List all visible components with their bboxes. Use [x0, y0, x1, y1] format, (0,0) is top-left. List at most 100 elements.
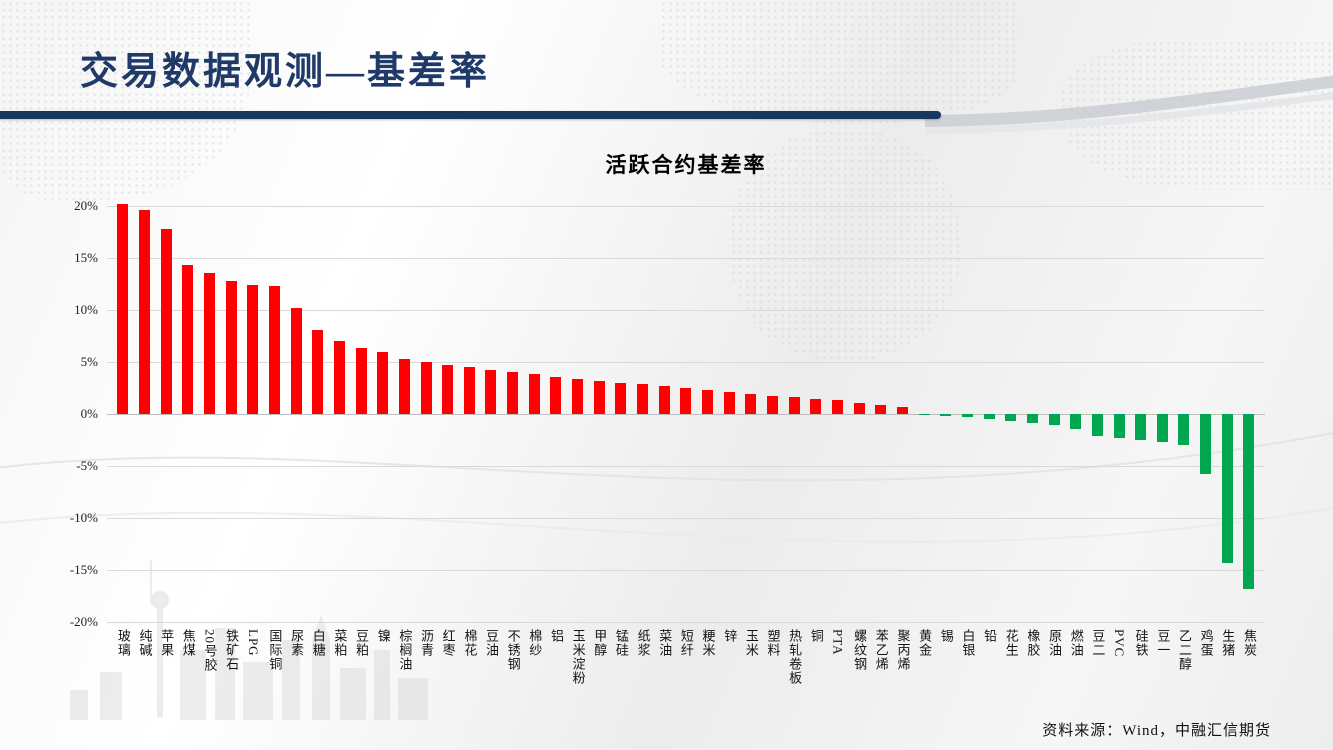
- x-tick-label: 燃油: [1068, 629, 1084, 657]
- x-slot: 黄金: [913, 629, 935, 739]
- bar-纸浆: [637, 383, 649, 414]
- x-tick-label: 沥青: [419, 629, 435, 657]
- x-tick-label: PTA: [830, 629, 846, 656]
- gridline: [107, 622, 1265, 623]
- bar-slot: [610, 206, 632, 622]
- bar-螺纹钢: [853, 402, 865, 414]
- bar-铜: [810, 399, 822, 414]
- bar-slot: [1195, 206, 1217, 622]
- bar-slot: [264, 206, 286, 622]
- bar-slot: [827, 206, 849, 622]
- x-slot: 棉纱: [523, 629, 545, 739]
- y-tick-label: -20%: [69, 614, 98, 629]
- x-slot: 生猪: [1216, 629, 1238, 739]
- x-tick-label: PVC: [1112, 629, 1128, 658]
- bar-slot: [307, 206, 329, 622]
- bar-燃油: [1070, 414, 1082, 429]
- x-tick-label: 白糖: [310, 629, 326, 657]
- x-slot: 铝: [545, 629, 567, 739]
- x-axis: 玻璃 纯碱 苹果 焦煤 20号胶 铁矿石 LPG 国际铜 尿素 白糖 菜粕 豆粕镍棕榈油 沥青 红枣 棉花豆…: [107, 629, 1265, 739]
- bar-slot: [394, 206, 416, 622]
- x-tick-label: 豆一: [1155, 629, 1171, 657]
- x-slot: 塑料: [762, 629, 784, 739]
- bar-slot: [762, 206, 784, 622]
- bar-聚丙烯: [896, 406, 908, 414]
- bar-纯碱: [138, 210, 150, 414]
- x-tick-label: 红枣: [440, 629, 456, 657]
- bar-PTA: [831, 400, 843, 414]
- bar-slot: [372, 206, 394, 622]
- x-slot: 花生: [1000, 629, 1022, 739]
- x-tick-label: 焦煤: [180, 629, 196, 657]
- x-tick-label: 菜粕: [332, 629, 348, 657]
- bar-slot: [892, 206, 914, 622]
- bar-原油: [1048, 414, 1060, 426]
- x-slot: 豆油: [480, 629, 502, 739]
- x-tick-label: 玻璃: [115, 629, 131, 657]
- bar-花生: [1005, 414, 1017, 422]
- y-tick-label: 0%: [80, 406, 98, 421]
- x-slot: 20号胶: [199, 629, 221, 739]
- bar-slot: [523, 206, 545, 622]
- bar-甲醇: [593, 380, 605, 414]
- bar-slot: [285, 206, 307, 622]
- x-slot: 镍: [372, 629, 394, 739]
- bar-slot: [459, 206, 481, 622]
- x-slot: 白银: [957, 629, 979, 739]
- bar-苹果: [160, 228, 172, 414]
- bar-slot: [1238, 206, 1260, 622]
- bar-塑料: [767, 396, 779, 414]
- x-tick-label: 铝: [548, 629, 564, 643]
- bar-slot: [1152, 206, 1174, 622]
- x-tick-label: LPG: [245, 629, 261, 657]
- x-tick-label: 生猪: [1220, 629, 1236, 657]
- y-tick-label: 15%: [74, 250, 98, 265]
- x-slot: 纯碱: [134, 629, 156, 739]
- x-tick-label: 玉米淀粉: [570, 629, 586, 685]
- bar-锌: [723, 392, 735, 414]
- x-slot: 甲醇: [588, 629, 610, 739]
- x-slot: 硅铁: [1130, 629, 1152, 739]
- bar-series: [107, 203, 1265, 622]
- title-underline: [0, 111, 941, 119]
- x-slot: 国际铜: [264, 629, 286, 739]
- x-tick-label: 铅: [982, 629, 998, 643]
- x-tick-label: 玉米: [743, 629, 759, 657]
- bar-slot: [805, 206, 827, 622]
- bar-棉纱: [528, 374, 540, 414]
- bar-菜油: [658, 385, 670, 414]
- gridline: [107, 414, 1265, 415]
- bar-白银: [961, 414, 973, 418]
- x-slot: 豆一: [1152, 629, 1174, 739]
- x-slot: 菜粕: [329, 629, 351, 739]
- y-tick-label: -10%: [69, 510, 98, 525]
- x-slot: 鸡蛋: [1195, 629, 1217, 739]
- bar-slot: [1108, 206, 1130, 622]
- bar-棕榈油: [398, 358, 410, 414]
- bar-生猪: [1221, 414, 1233, 563]
- gridline: [107, 362, 1265, 363]
- x-tick-label: 棕榈油: [397, 629, 413, 671]
- bar-slot: [783, 206, 805, 622]
- bar-豆一: [1156, 414, 1168, 443]
- bar-鸡蛋: [1200, 414, 1212, 475]
- bar-粳米: [702, 390, 714, 414]
- x-tick-label: 粳米: [700, 629, 716, 657]
- x-slot: 橡胶: [1022, 629, 1044, 739]
- bar-slot: [957, 206, 979, 622]
- x-slot: 苹果: [155, 629, 177, 739]
- bar-slot: [437, 206, 459, 622]
- bar-豆二: [1091, 414, 1103, 436]
- bar-黄金: [918, 414, 930, 416]
- x-tick-label: 乙二醇: [1176, 629, 1192, 671]
- gridline: [107, 206, 1265, 207]
- bar-铅: [983, 414, 995, 420]
- bar-slot: [545, 206, 567, 622]
- bar-slot: [978, 206, 1000, 622]
- x-slot: 玉米淀粉: [567, 629, 589, 739]
- x-slot: 螺纹钢: [848, 629, 870, 739]
- bar-slot: [1173, 206, 1195, 622]
- x-slot: 棉花: [459, 629, 481, 739]
- x-slot: 铅: [978, 629, 1000, 739]
- gridline: [107, 310, 1265, 311]
